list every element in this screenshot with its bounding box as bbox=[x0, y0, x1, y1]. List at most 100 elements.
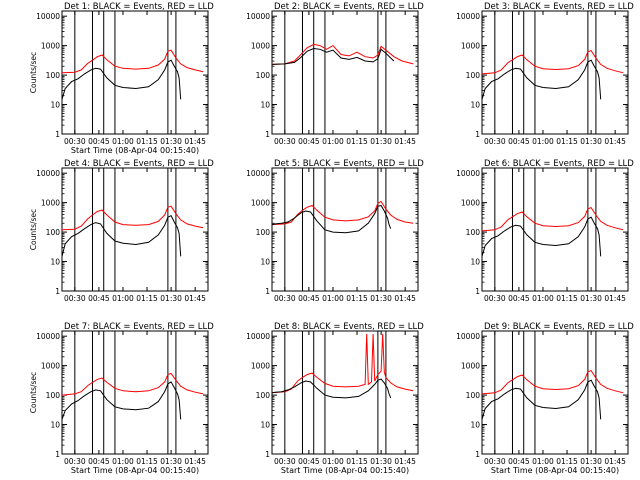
x-tick-label: 01:45 bbox=[184, 137, 206, 146]
chart-panel-1: 00:30 00:45 01:00 01:15 01:30 01:45 1 10 100 1000… bbox=[29, 2, 214, 155]
x-tick-label: 00:45 bbox=[88, 294, 110, 303]
series-line-red bbox=[271, 200, 414, 226]
y-tick-label: 10 bbox=[260, 101, 270, 110]
y-tick-label: 1000 bbox=[461, 199, 480, 208]
x-tick-label: 01:30 bbox=[370, 137, 392, 146]
x-tick-label: 00:45 bbox=[88, 457, 110, 466]
series-line-black bbox=[481, 379, 602, 420]
x-tick-label: 00:45 bbox=[298, 294, 320, 303]
plot-frame bbox=[271, 167, 419, 292]
plot-frame bbox=[61, 330, 209, 455]
plot-frame bbox=[61, 10, 209, 135]
x-tick-label: 01:30 bbox=[580, 294, 602, 303]
x-tick-label: 01:30 bbox=[370, 294, 392, 303]
y-tick-label: 100 bbox=[46, 71, 61, 80]
y-tick-label: 10000 bbox=[36, 332, 60, 341]
series-line-black bbox=[61, 59, 182, 100]
x-axis-label: Start Time (08-Apr-04 00:15:40) bbox=[281, 466, 409, 475]
x-tick-label: 01:00 bbox=[112, 294, 134, 303]
y-tick-label: 1000 bbox=[461, 362, 480, 371]
x-tick-label: 01:30 bbox=[370, 457, 392, 466]
chart-title: Det 6: BLACK = Events, RED = LLD bbox=[484, 159, 634, 169]
x-tick-label: 01:15 bbox=[556, 457, 578, 466]
y-tick-label: 10000 bbox=[246, 332, 270, 341]
plot-frame bbox=[271, 10, 419, 135]
y-tick-label: 100 bbox=[256, 391, 271, 400]
x-tick-label: 01:15 bbox=[136, 137, 158, 146]
y-tick-label: 100 bbox=[466, 391, 481, 400]
y-tick-label: 1 bbox=[55, 450, 60, 459]
series-line-red bbox=[481, 369, 624, 395]
y-tick-label: 100 bbox=[466, 71, 481, 80]
x-tick-label: 01:00 bbox=[112, 457, 134, 466]
x-tick-label: 01:15 bbox=[136, 294, 158, 303]
x-tick-label: 00:45 bbox=[508, 457, 530, 466]
y-tick-label: 1 bbox=[265, 287, 270, 296]
y-tick-label: 10 bbox=[470, 101, 480, 110]
y-tick-label: 10 bbox=[470, 258, 480, 267]
x-tick-label: 01:00 bbox=[532, 457, 554, 466]
y-tick-label: 10000 bbox=[456, 332, 480, 341]
chart-title: Det 9: BLACK = Events, RED = LLD bbox=[484, 322, 634, 332]
series-line-black bbox=[271, 378, 392, 399]
chart-title: Det 2: BLACK = Events, RED = LLD bbox=[274, 2, 424, 12]
y-tick-label: 1 bbox=[265, 450, 270, 459]
x-tick-label: 00:30 bbox=[274, 137, 296, 146]
x-tick-label: 00:30 bbox=[64, 294, 86, 303]
plot-frame bbox=[481, 167, 629, 292]
x-axis-label: Start Time (08-Apr-04 00:15:40) bbox=[71, 146, 199, 155]
x-tick-label: 00:45 bbox=[298, 137, 320, 146]
y-tick-label: 1000 bbox=[251, 199, 270, 208]
series-line-red bbox=[61, 49, 204, 74]
x-axis-label: Start Time (08-Apr-04 00:15:40) bbox=[491, 466, 619, 475]
x-tick-label: 00:30 bbox=[484, 294, 506, 303]
y-tick-label: 100 bbox=[46, 228, 61, 237]
x-tick-label: 00:30 bbox=[64, 457, 86, 466]
x-tick-label: 01:45 bbox=[604, 137, 626, 146]
x-tick-label: 01:45 bbox=[394, 137, 416, 146]
x-tick-label: 01:45 bbox=[604, 294, 626, 303]
chart-panel-2: 00:30 00:45 01:00 01:15 01:30 01:45 1 10 100 1000… bbox=[246, 2, 424, 146]
chart-panel-4: 00:30 00:45 01:00 01:15 01:30 01:45 1 10 100 1000… bbox=[29, 159, 214, 303]
x-axis-label: Start Time (08-Apr-04 00:15:40) bbox=[71, 466, 199, 475]
series-line-black bbox=[271, 47, 395, 65]
x-tick-label: 00:45 bbox=[508, 137, 530, 146]
y-tick-label: 10000 bbox=[246, 12, 270, 21]
chart-panel-9: 00:30 00:45 01:00 01:15 01:30 01:45 1 10 100 1000… bbox=[456, 322, 634, 475]
x-tick-label: 01:45 bbox=[184, 457, 206, 466]
chart-panel-6: 00:30 00:45 01:00 01:15 01:30 01:45 1 10 100 1000… bbox=[456, 159, 634, 303]
series-line-red bbox=[61, 372, 204, 396]
series-line-black bbox=[61, 215, 182, 257]
x-tick-label: 01:30 bbox=[160, 457, 182, 466]
x-tick-label: 01:45 bbox=[604, 457, 626, 466]
x-tick-label: 01:45 bbox=[184, 294, 206, 303]
series-line-black bbox=[481, 59, 602, 100]
series-line-red bbox=[481, 49, 624, 75]
y-tick-label: 10000 bbox=[36, 169, 60, 178]
series-line-red bbox=[271, 43, 414, 65]
series-line-red bbox=[481, 206, 624, 232]
chart-panel-7: 00:30 00:45 01:00 01:15 01:30 01:45 1 10 100 1000… bbox=[29, 322, 214, 475]
chart-title: Det 8: BLACK = Events, RED = LLD bbox=[274, 322, 424, 332]
x-tick-label: 01:30 bbox=[160, 137, 182, 146]
chart-title: Det 4: BLACK = Events, RED = LLD bbox=[64, 159, 214, 169]
y-tick-label: 10 bbox=[50, 258, 60, 267]
x-tick-label: 00:30 bbox=[64, 137, 86, 146]
series-line-red bbox=[61, 205, 204, 231]
x-tick-label: 01:00 bbox=[322, 294, 344, 303]
y-tick-label: 1 bbox=[475, 287, 480, 296]
plot-frame bbox=[481, 330, 629, 455]
y-tick-label: 10000 bbox=[456, 12, 480, 21]
y-tick-label: 10 bbox=[260, 421, 270, 430]
series-line-red bbox=[271, 333, 414, 394]
y-tick-label: 10 bbox=[260, 258, 270, 267]
y-tick-label: 1000 bbox=[251, 362, 270, 371]
y-tick-label: 10 bbox=[470, 421, 480, 430]
chart-panel-3: 00:30 00:45 01:00 01:15 01:30 01:45 1 10 100 1000… bbox=[456, 2, 634, 146]
x-tick-label: 01:30 bbox=[580, 457, 602, 466]
series-line-black bbox=[481, 216, 602, 257]
x-tick-label: 01:00 bbox=[532, 294, 554, 303]
y-tick-label: 1000 bbox=[41, 362, 60, 371]
x-tick-label: 00:45 bbox=[88, 137, 110, 146]
plot-frame bbox=[481, 10, 629, 135]
